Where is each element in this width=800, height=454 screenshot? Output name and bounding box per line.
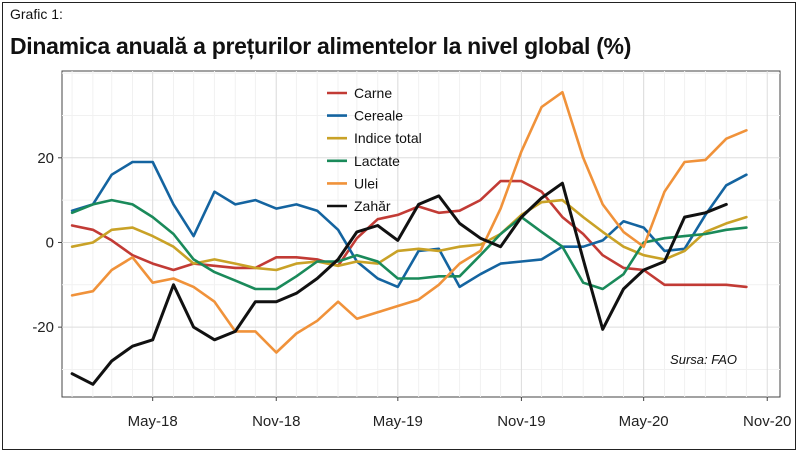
grid bbox=[62, 71, 780, 397]
plot-border bbox=[61, 70, 781, 398]
legend-label-0: Carne bbox=[354, 85, 392, 101]
x-tick-label-1: Nov-18 bbox=[252, 413, 300, 430]
series-line-0 bbox=[70, 179, 748, 289]
legend-label-4: Ulei bbox=[354, 175, 378, 191]
legend-label-5: Zahăr bbox=[354, 198, 391, 214]
series-line-5 bbox=[70, 181, 728, 386]
series-layer bbox=[70, 90, 748, 386]
x-tick-label-4: May-20 bbox=[619, 413, 669, 430]
x-tick-label-5: Nov-20 bbox=[743, 413, 791, 430]
series-line-4 bbox=[70, 90, 748, 354]
legend-label-1: Cereale bbox=[354, 108, 403, 124]
source-note: Sursa: FAO bbox=[670, 352, 737, 367]
axes: 20 0 -20 May-18 Nov-18 May-19 Nov-19 May-20 Nov-… bbox=[32, 150, 791, 430]
legend-label-2: Indice total bbox=[354, 130, 422, 146]
y-tick-label-0: 20 bbox=[37, 150, 54, 167]
series-line-2 bbox=[70, 198, 748, 272]
y-tick-label-1: 0 bbox=[46, 234, 54, 251]
x-tick-label-0: May-18 bbox=[128, 413, 178, 430]
chart-title: Dinamica anuală a prețurilor alimentelor… bbox=[10, 33, 632, 59]
y-tick-label-2: -20 bbox=[32, 319, 54, 336]
x-tick-label-2: May-19 bbox=[373, 413, 423, 430]
plot-area bbox=[61, 70, 781, 398]
figure-label: Grafic 1: bbox=[10, 6, 63, 22]
series-line-3 bbox=[70, 198, 748, 291]
legend: Carne Cereale Indice total Lactate Ulei Zahăr bbox=[327, 85, 422, 214]
series-line-1 bbox=[70, 160, 748, 289]
legend-label-3: Lactate bbox=[354, 153, 400, 169]
x-tick-label-3: Nov-19 bbox=[497, 413, 545, 430]
